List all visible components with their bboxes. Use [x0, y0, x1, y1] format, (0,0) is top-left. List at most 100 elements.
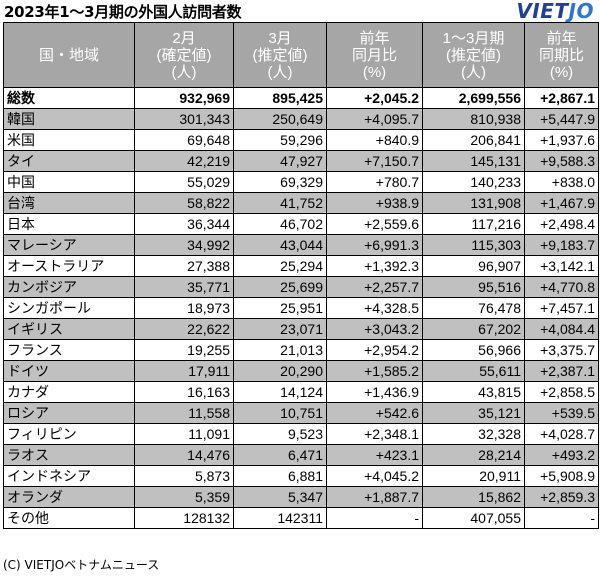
- cell-yoy-period: +2,859.3: [524, 486, 599, 508]
- cell-region: 中国: [3, 171, 135, 193]
- cell-region: カンボジア: [3, 276, 135, 298]
- cell-february: 5,873: [134, 465, 234, 487]
- cell-yoy-month: +4,328.5: [326, 297, 423, 319]
- table-row: カンボジア 35,771 25,699 +2,257.7 95,516 +4,770.8: [3, 276, 599, 298]
- cell-region: マレーシア: [3, 234, 135, 256]
- header-line: (%): [362, 63, 387, 81]
- cell-february: 69,648: [134, 129, 234, 151]
- cell-february: 55,029: [134, 171, 234, 193]
- cell-yoy-period: +3,375.7: [524, 339, 599, 361]
- table-row: 韓国 301,343 250,649 +4,095.7 810,938 +5,447.9: [3, 108, 599, 130]
- table-row: イギリス 22,622 23,071 +3,043.2 67,202 +4,084.4: [3, 318, 599, 340]
- cell-q1: 810,938: [422, 108, 525, 130]
- table-row: ロシア 11,558 10,751 +542.6 35,121 +539.5: [3, 402, 599, 424]
- header-line: 前年: [546, 29, 577, 47]
- visitor-table: 国・地域 2月 (確定値) (人) 3月 (推定値) (人) 前年 同月比 (%…: [3, 22, 599, 529]
- cell-february: 58,822: [134, 192, 234, 214]
- cell-yoy-period: +2,867.1: [524, 87, 599, 109]
- cell-yoy-period: +4,084.4: [524, 318, 599, 340]
- cell-yoy-period: +2,498.4: [524, 213, 599, 235]
- cell-march: 47,927: [233, 150, 327, 172]
- cell-region: 台湾: [3, 192, 135, 214]
- cell-march: 9,523: [233, 423, 327, 445]
- cell-march: 895,425: [233, 87, 327, 109]
- logo-part-viet: VIET: [516, 0, 569, 23]
- table-row: 中国 55,029 69,329 +780.7 140,233 +838.0: [3, 171, 599, 193]
- cell-region: 韓国: [3, 108, 135, 130]
- cell-march: 25,294: [233, 255, 327, 277]
- cell-q1: 117,216: [422, 213, 525, 235]
- cell-yoy-month: +2,348.1: [326, 423, 423, 445]
- cell-q1: 140,233: [422, 171, 525, 193]
- cell-yoy-month: +2,257.7: [326, 276, 423, 298]
- cell-q1: 145,131: [422, 150, 525, 172]
- table-row: インドネシア 5,873 6,881 +4,045.2 20,911 +5,908.9: [3, 465, 599, 487]
- cell-region: ラオス: [3, 444, 135, 466]
- header-line: (推定値): [252, 46, 308, 64]
- cell-march: 6,471: [233, 444, 327, 466]
- cell-yoy-period: +493.2: [524, 444, 599, 466]
- logo-part-jo: JO: [568, 0, 594, 23]
- cell-yoy-period: +2,858.5: [524, 381, 599, 403]
- cell-yoy-month: +780.7: [326, 171, 423, 193]
- cell-q1: 56,966: [422, 339, 525, 361]
- cell-february: 16,163: [134, 381, 234, 403]
- column-header-february: 2月 (確定値) (人): [134, 22, 234, 88]
- table-row: 台湾 58,822 41,752 +938.9 131,908 +1,467.9: [3, 192, 599, 214]
- cell-q1: 67,202: [422, 318, 525, 340]
- column-header-region: 国・地域: [3, 22, 135, 88]
- cell-yoy-period: +9,183.7: [524, 234, 599, 256]
- cell-region: オーストラリア: [3, 255, 135, 277]
- cell-yoy-month: +4,045.2: [326, 465, 423, 487]
- cell-yoy-period: +2,387.1: [524, 360, 599, 382]
- header-line: 3月: [268, 29, 292, 47]
- cell-yoy-period: +5,447.9: [524, 108, 599, 130]
- table-row: フランス 19,255 21,013 +2,954.2 56,966 +3,375.7: [3, 339, 599, 361]
- cell-march: 21,013: [233, 339, 327, 361]
- table-row-total: 総数 932,969 895,425 +2,045.2 2,699,556 +2,867.…: [3, 87, 599, 109]
- cell-region: ドイツ: [3, 360, 135, 382]
- cell-region: 総数: [3, 87, 135, 109]
- cell-region: カナダ: [3, 381, 135, 403]
- cell-q1: 2,699,556: [422, 87, 525, 109]
- header-line: 前年: [359, 29, 390, 47]
- column-header-region-label: 国・地域: [38, 46, 99, 64]
- cell-q1: 95,516: [422, 276, 525, 298]
- column-header-march: 3月 (推定値) (人): [233, 22, 327, 88]
- table-row: ドイツ 17,911 20,290 +1,585.2 55,611 +2,387.1: [3, 360, 599, 382]
- table-row: その他 128132 142311-407,055-: [3, 507, 599, 529]
- cell-yoy-month: +840.9: [326, 129, 423, 151]
- cell-yoy-month: +4,095.7: [326, 108, 423, 130]
- header-line: 2月: [172, 29, 196, 47]
- header-line: 同月比: [351, 46, 397, 64]
- cell-march: 250,649: [233, 108, 327, 130]
- cell-yoy-period: +5,908.9: [524, 465, 599, 487]
- table-row: カナダ 16,163 14,124 +1,436.9 43,815 +2,858.5: [3, 381, 599, 403]
- cell-q1: 115,303: [422, 234, 525, 256]
- cell-february: 128132: [134, 507, 234, 529]
- cell-region: フィリピン: [3, 423, 135, 445]
- copyright-credit: (C) VIETJOベトナムニュース: [3, 558, 160, 572]
- cell-yoy-period: +9,588.3: [524, 150, 599, 172]
- cell-q1: 15,862: [422, 486, 525, 508]
- cell-q1: 55,611: [422, 360, 525, 382]
- cell-february: 11,558: [134, 402, 234, 424]
- cell-yoy-month: -: [326, 507, 423, 529]
- cell-march: 5,347: [233, 486, 327, 508]
- column-header-yoy-period: 前年 同期比 (%): [524, 22, 599, 88]
- cell-february: 5,359: [134, 486, 234, 508]
- column-header-q1: 1～3月期 (推定値) (人): [422, 22, 525, 88]
- cell-march: 41,752: [233, 192, 327, 214]
- cell-q1: 35,121: [422, 402, 525, 424]
- cell-q1: 96,907: [422, 255, 525, 277]
- cell-february: 18,973: [134, 297, 234, 319]
- cell-february: 11,091: [134, 423, 234, 445]
- cell-yoy-period: +539.5: [524, 402, 599, 424]
- cell-q1: 206,841: [422, 129, 525, 151]
- cell-yoy-month: +423.1: [326, 444, 423, 466]
- cell-february: 42,219: [134, 150, 234, 172]
- cell-yoy-period: -: [524, 507, 599, 529]
- cell-march: 142311: [233, 507, 327, 529]
- cell-region: イギリス: [3, 318, 135, 340]
- cell-yoy-month: +2,045.2: [326, 87, 423, 109]
